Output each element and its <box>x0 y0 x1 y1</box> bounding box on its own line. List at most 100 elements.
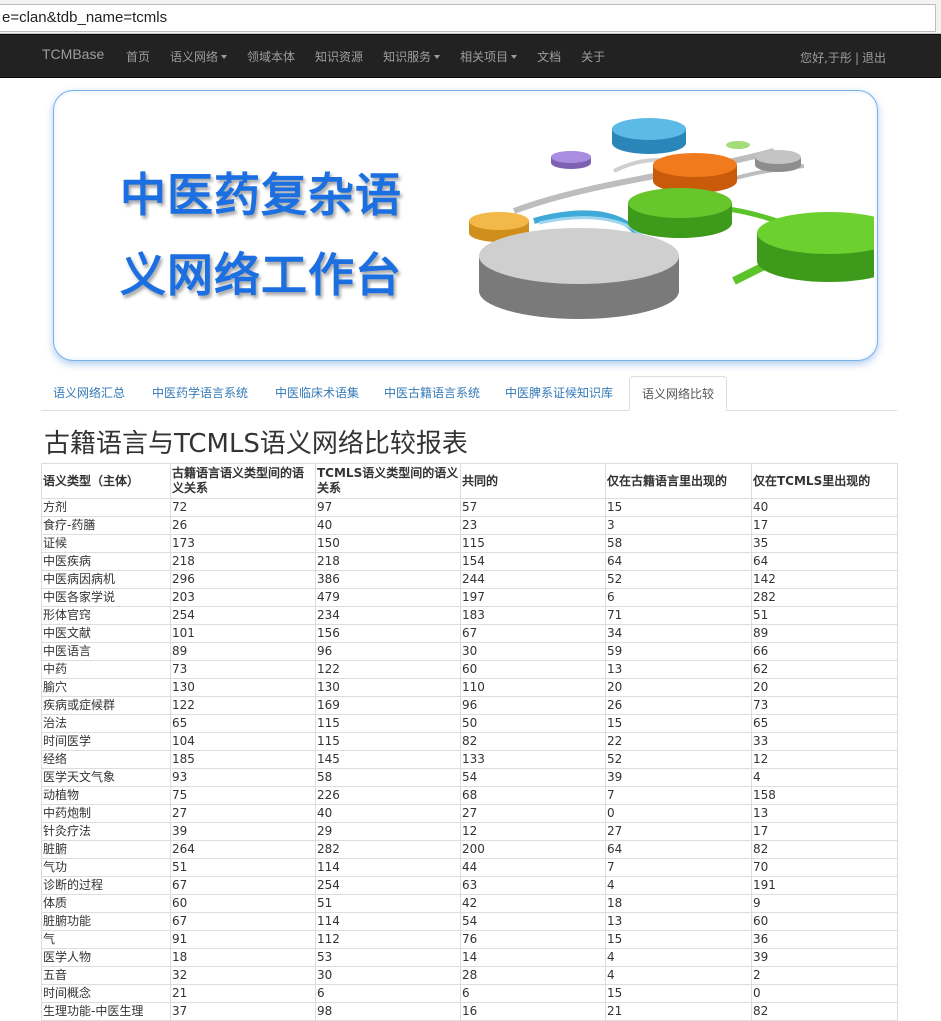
cell-count: 15 <box>605 984 752 1003</box>
table-row: 经络 185 145 133 52 12 <box>41 750 898 769</box>
cell-count: 30 <box>460 642 606 661</box>
cell-count: 67 <box>460 624 606 643</box>
cell-semantic-type: 证候 <box>41 534 171 553</box>
table-row: 中药 73 122 60 13 62 <box>41 660 898 679</box>
nav-menu: 首页 语义网络 领域本体 知识资源 知识服务 相关项目 文档 关于 <box>126 48 625 65</box>
cell-count: 0 <box>605 804 752 823</box>
cell-semantic-type: 腧穴 <box>41 678 171 697</box>
tab-5[interactable]: 语义网络比较 <box>629 376 728 411</box>
cell-count: 20 <box>751 678 898 697</box>
cell-count: 13 <box>605 912 752 931</box>
user-area: 您好,于彤 | 退出 <box>800 49 886 66</box>
disk-mid-green <box>628 188 732 218</box>
brand-link[interactable]: TCMBase <box>42 46 105 62</box>
table-row: 时间医学 104 115 82 22 33 <box>41 732 898 751</box>
table-row: 针灸疗法 39 29 12 27 17 <box>41 822 898 841</box>
table-row: 气功 51 114 44 7 70 <box>41 858 898 877</box>
tab-0[interactable]: 语义网络汇总 <box>53 386 126 400</box>
cell-count: 82 <box>460 732 606 751</box>
cell-semantic-type: 五音 <box>41 966 171 985</box>
cell-count: 169 <box>315 696 461 715</box>
cell-count: 6 <box>460 984 606 1003</box>
cell-count: 65 <box>170 714 316 733</box>
tab-2[interactable]: 中医临床术语集 <box>275 386 360 400</box>
logout-link[interactable]: 退出 <box>861 51 886 65</box>
cell-count: 39 <box>751 948 898 967</box>
address-bar: e=clan&tdb_name=tcmls <box>0 0 941 34</box>
cell-count: 203 <box>170 588 316 607</box>
cell-semantic-type: 治法 <box>41 714 171 733</box>
cell-count: 27 <box>605 822 752 841</box>
cell-count: 82 <box>751 1002 898 1021</box>
nav-item-6[interactable]: 文档 <box>537 48 561 65</box>
cell-count: 73 <box>751 696 898 715</box>
table-row: 中医病因病机 296 386 244 52 142 <box>41 570 898 589</box>
cell-count: 254 <box>315 876 461 895</box>
table-row: 诊断的过程 67 254 63 4 191 <box>41 876 898 895</box>
tab-1[interactable]: 中医药学语言系统 <box>152 386 249 400</box>
nav-item-5[interactable]: 相关项目 <box>460 48 518 65</box>
disk-orange <box>653 153 737 177</box>
cell-count: 96 <box>460 696 606 715</box>
cell-count: 154 <box>460 552 606 571</box>
table-row: 中医文献 101 156 67 34 89 <box>41 624 898 643</box>
nav-item-label: 知识服务 <box>383 50 432 64</box>
cell-semantic-type: 中药炮制 <box>41 804 171 823</box>
cell-count: 52 <box>605 750 752 769</box>
cell-count: 52 <box>605 570 752 589</box>
table-row: 治法 65 115 50 15 65 <box>41 714 898 733</box>
cell-count: 15 <box>605 930 752 949</box>
url-field[interactable]: e=clan&tdb_name=tcmls <box>0 4 936 32</box>
cell-count: 282 <box>315 840 461 859</box>
cell-semantic-type: 医学人物 <box>41 948 171 967</box>
cell-count: 16 <box>460 1002 606 1021</box>
table-row: 中医各家学说 203 479 197 6 282 <box>41 588 898 607</box>
cell-semantic-type: 中医各家学说 <box>41 588 171 607</box>
cell-count: 89 <box>170 642 316 661</box>
nav-item-4[interactable]: 知识服务 <box>383 48 441 65</box>
cell-count: 191 <box>751 876 898 895</box>
cell-semantic-type: 动植物 <box>41 786 171 805</box>
table-row: 中医疾病 218 218 154 64 64 <box>41 552 898 571</box>
cell-count: 70 <box>751 858 898 877</box>
tab-4[interactable]: 中医脾系证候知识库 <box>505 386 614 400</box>
table-row: 腧穴 130 130 110 20 20 <box>41 678 898 697</box>
cell-count: 4 <box>605 948 752 967</box>
cell-count: 26 <box>170 516 316 535</box>
cell-count: 82 <box>751 840 898 859</box>
cell-count: 7 <box>605 786 752 805</box>
tab-3[interactable]: 中医古籍语言系统 <box>384 386 481 400</box>
url-text: e=clan&tdb_name=tcmls <box>2 9 168 26</box>
nav-item-2[interactable]: 领域本体 <box>247 48 295 65</box>
cell-count: 4 <box>605 966 752 985</box>
nav-item-1[interactable]: 语义网络 <box>170 48 228 65</box>
cell-count: 20 <box>605 678 752 697</box>
cell-count: 93 <box>170 768 316 787</box>
cell-count: 296 <box>170 570 316 589</box>
cell-count: 110 <box>460 678 606 697</box>
cell-count: 91 <box>170 930 316 949</box>
cell-count: 72 <box>170 498 316 517</box>
nav-item-7[interactable]: 关于 <box>581 48 605 65</box>
user-greeting[interactable]: 您好,于彤 <box>800 51 852 65</box>
cell-semantic-type: 中医文献 <box>41 624 171 643</box>
cell-count: 35 <box>751 534 898 553</box>
table-row: 食疗-药膳 26 40 23 3 17 <box>41 516 898 535</box>
cell-count: 40 <box>315 804 461 823</box>
table-row: 中药炮制 27 40 27 0 13 <box>41 804 898 823</box>
cell-count: 60 <box>460 660 606 679</box>
table-header-row: 语义类型（主体） 古籍语言语义类型间的语义关系 TCMLS语义类型间的语义关系 … <box>41 463 898 499</box>
cell-count: 114 <box>315 912 461 931</box>
cell-count: 57 <box>460 498 606 517</box>
header-common: 共同的 <box>460 463 606 499</box>
cell-semantic-type: 食疗-药膳 <box>41 516 171 535</box>
cell-count: 14 <box>460 948 606 967</box>
header-classics-relations: 古籍语言语义类型间的语义关系 <box>170 463 316 499</box>
nav-item-0[interactable]: 首页 <box>126 48 150 65</box>
nav-item-3[interactable]: 知识资源 <box>315 48 363 65</box>
cell-count: 29 <box>315 822 461 841</box>
cell-semantic-type: 脏腑功能 <box>41 912 171 931</box>
cell-count: 30 <box>315 966 461 985</box>
cell-count: 130 <box>315 678 461 697</box>
cell-count: 3 <box>605 516 752 535</box>
